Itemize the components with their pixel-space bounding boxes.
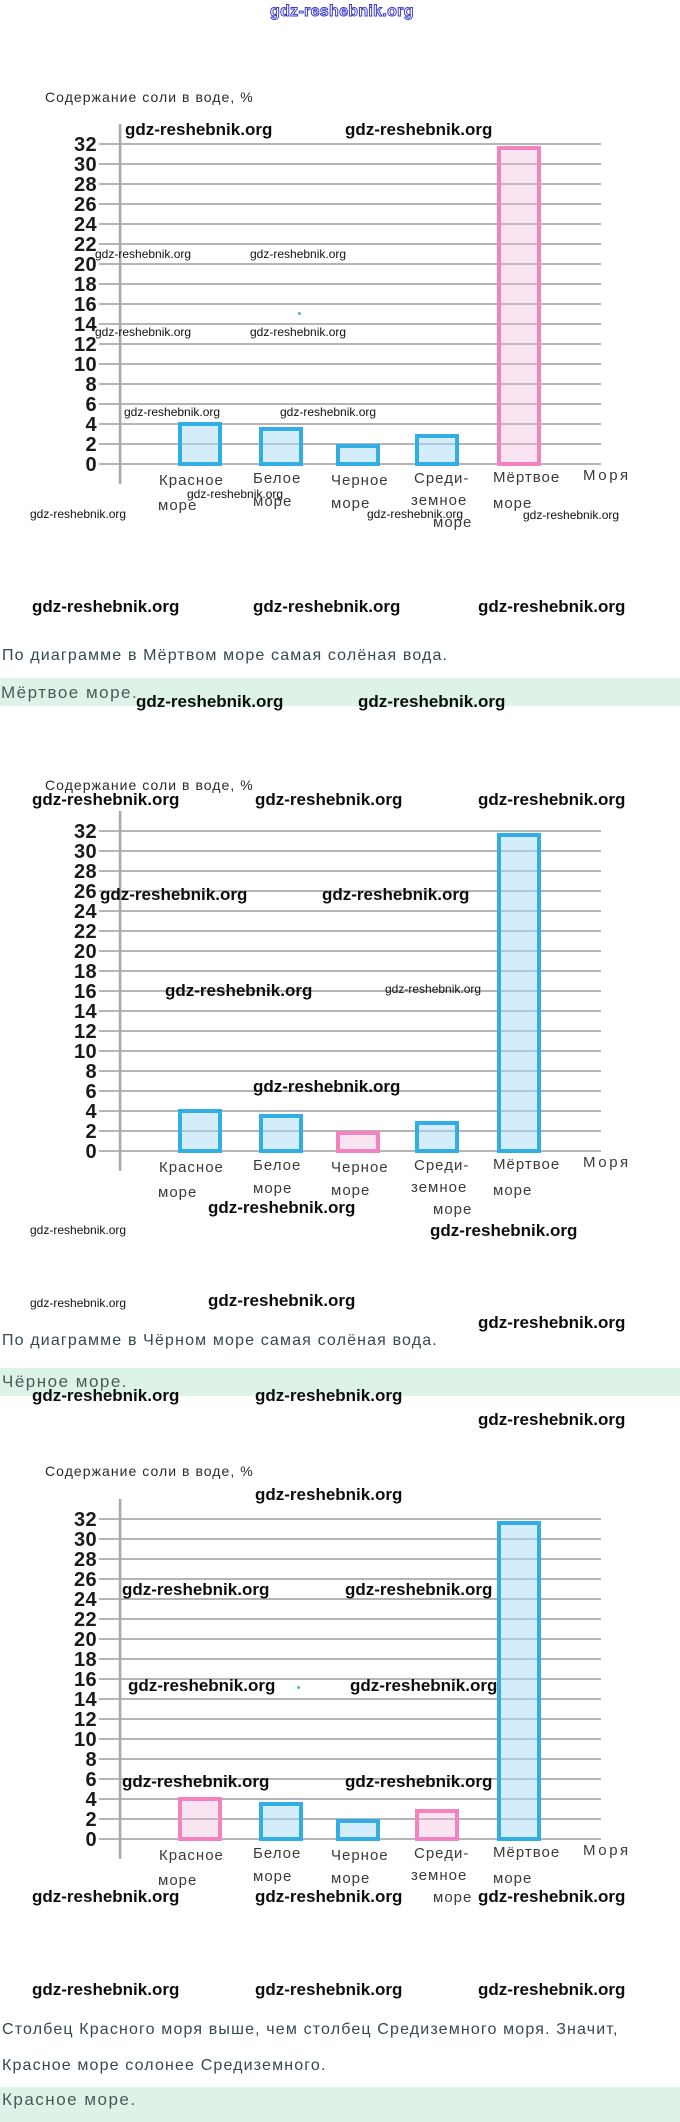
svg-text:18: 18 bbox=[74, 274, 97, 296]
svg-text:12: 12 bbox=[74, 1709, 97, 1731]
svg-text:4: 4 bbox=[85, 1101, 97, 1123]
svg-text:22: 22 bbox=[74, 921, 97, 943]
svg-text:28: 28 bbox=[74, 1549, 97, 1571]
svg-text:2: 2 bbox=[85, 434, 97, 456]
svg-text:20: 20 bbox=[74, 941, 97, 963]
svg-text:0: 0 bbox=[85, 1141, 97, 1163]
svg-text:24: 24 bbox=[74, 214, 98, 236]
svg-text:32: 32 bbox=[74, 821, 97, 843]
svg-text:12: 12 bbox=[74, 334, 97, 356]
svg-text:4: 4 bbox=[85, 414, 97, 436]
svg-text:14: 14 bbox=[74, 314, 98, 336]
svg-text:22: 22 bbox=[74, 234, 97, 256]
svg-text:2: 2 bbox=[85, 1121, 97, 1143]
svg-text:2: 2 bbox=[85, 1809, 97, 1831]
svg-text:18: 18 bbox=[74, 1649, 97, 1671]
svg-text:10: 10 bbox=[74, 1041, 97, 1063]
svg-text:14: 14 bbox=[74, 1001, 98, 1023]
svg-text:18: 18 bbox=[74, 961, 97, 983]
svg-text:28: 28 bbox=[74, 174, 97, 196]
svg-text:30: 30 bbox=[74, 1529, 97, 1551]
svg-text:16: 16 bbox=[74, 981, 97, 1003]
svg-text:10: 10 bbox=[74, 354, 97, 376]
svg-text:16: 16 bbox=[74, 294, 97, 316]
svg-text:30: 30 bbox=[74, 841, 97, 863]
svg-text:6: 6 bbox=[85, 1769, 97, 1791]
svg-text:8: 8 bbox=[85, 1749, 97, 1771]
svg-text:24: 24 bbox=[74, 901, 98, 923]
svg-text:0: 0 bbox=[85, 454, 97, 476]
svg-text:6: 6 bbox=[85, 1081, 97, 1103]
svg-text:26: 26 bbox=[74, 1569, 97, 1591]
svg-text:20: 20 bbox=[74, 1629, 97, 1651]
svg-text:10: 10 bbox=[74, 1729, 97, 1751]
svg-text:14: 14 bbox=[74, 1689, 98, 1711]
svg-text:24: 24 bbox=[74, 1589, 98, 1611]
svg-text:6: 6 bbox=[85, 394, 97, 416]
svg-text:12: 12 bbox=[74, 1021, 97, 1043]
svg-text:8: 8 bbox=[85, 374, 97, 396]
svg-text:22: 22 bbox=[74, 1609, 97, 1631]
svg-text:26: 26 bbox=[74, 194, 97, 216]
svg-text:30: 30 bbox=[74, 154, 97, 176]
svg-text:8: 8 bbox=[85, 1061, 97, 1083]
svg-text:20: 20 bbox=[74, 254, 97, 276]
svg-text:0: 0 bbox=[85, 1829, 97, 1851]
svg-text:16: 16 bbox=[74, 1669, 97, 1691]
svg-text:4: 4 bbox=[85, 1789, 97, 1811]
svg-text:26: 26 bbox=[74, 881, 97, 903]
svg-text:28: 28 bbox=[74, 861, 97, 883]
svg-text:32: 32 bbox=[74, 1509, 97, 1531]
svg-text:32: 32 bbox=[74, 134, 97, 156]
